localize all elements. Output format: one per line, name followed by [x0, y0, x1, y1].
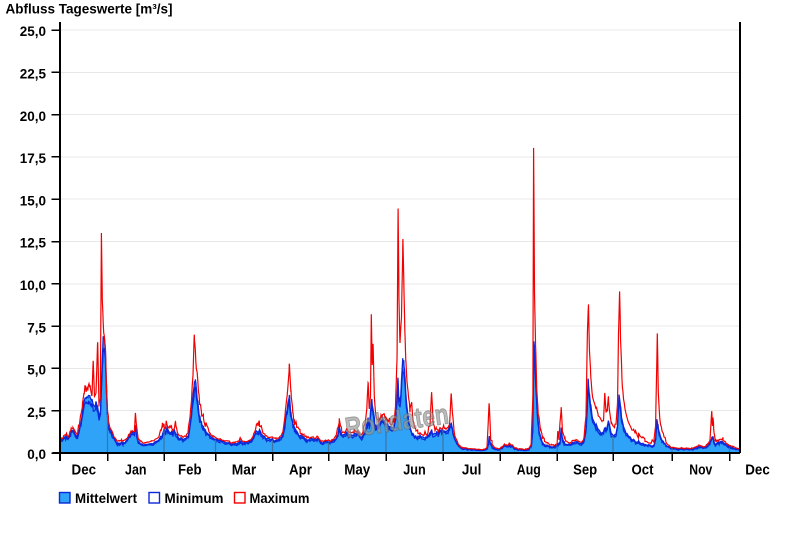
svg-text:10,0: 10,0: [20, 278, 46, 293]
svg-text:Apr: Apr: [289, 463, 312, 479]
svg-text:7,5: 7,5: [27, 320, 46, 335]
svg-text:12,5: 12,5: [20, 236, 47, 251]
svg-text:Nov: Nov: [689, 463, 712, 479]
svg-text:Jul: Jul: [462, 463, 482, 479]
svg-text:Dec: Dec: [72, 463, 97, 479]
svg-text:15,0: 15,0: [20, 193, 46, 208]
svg-text:20,0: 20,0: [20, 109, 46, 124]
svg-text:Abfluss Tageswerte [m³/s]: Abfluss Tageswerte [m³/s]: [6, 1, 173, 17]
svg-text:Dec: Dec: [745, 463, 770, 479]
svg-text:17,5: 17,5: [20, 151, 47, 166]
svg-text:22,5: 22,5: [20, 67, 47, 82]
svg-text:Minimum: Minimum: [165, 491, 224, 506]
svg-text:Mittelwert: Mittelwert: [75, 491, 137, 506]
svg-text:Maximum: Maximum: [250, 491, 310, 506]
svg-text:Sep: Sep: [573, 463, 597, 479]
svg-text:Aug: Aug: [517, 463, 541, 479]
svg-text:0,0: 0,0: [27, 447, 46, 462]
svg-text:Oct: Oct: [632, 463, 654, 479]
svg-text:Mar: Mar: [232, 463, 257, 479]
svg-text:Jun: Jun: [403, 463, 426, 479]
svg-text:May: May: [344, 463, 370, 479]
svg-text:2,5: 2,5: [27, 405, 46, 420]
svg-text:25,0: 25,0: [20, 24, 46, 39]
svg-text:Feb: Feb: [178, 463, 202, 479]
svg-text:Jan: Jan: [125, 463, 147, 479]
svg-text:5,0: 5,0: [27, 363, 46, 378]
